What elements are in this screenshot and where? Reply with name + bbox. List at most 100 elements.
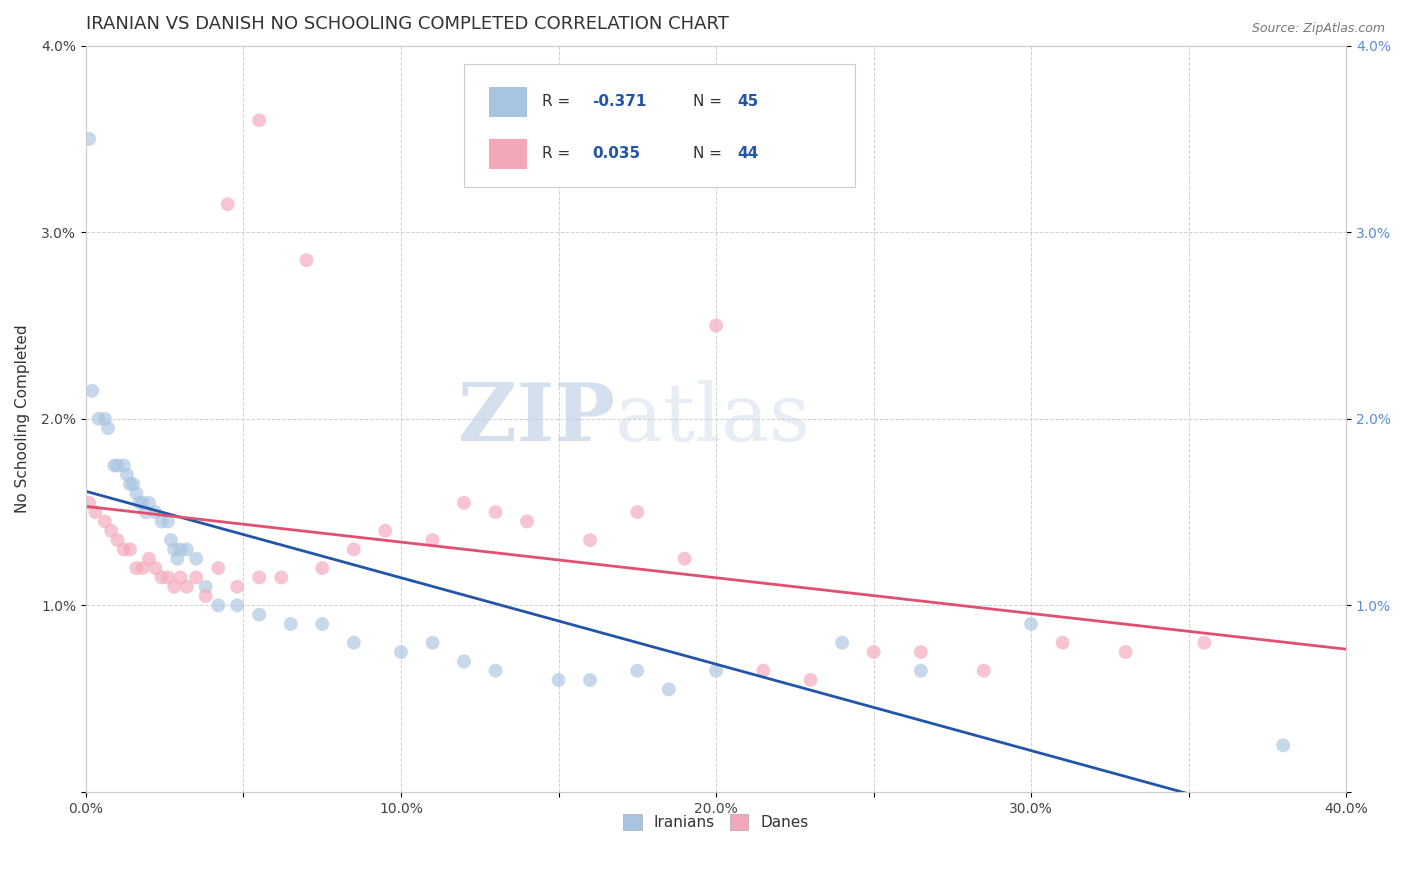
- Point: [143, 505, 166, 519]
- Point: [163, 542, 186, 557]
- Point: [1115, 645, 1137, 659]
- Text: R =: R =: [543, 146, 575, 161]
- Point: [125, 486, 148, 500]
- Text: atlas: atlas: [616, 380, 810, 458]
- Point: [194, 589, 217, 603]
- Point: [217, 197, 239, 211]
- Point: [160, 533, 183, 547]
- Point: [115, 467, 138, 482]
- Point: [120, 477, 142, 491]
- Point: [122, 477, 145, 491]
- Point: [247, 570, 270, 584]
- Point: [973, 664, 995, 678]
- Point: [82, 384, 104, 398]
- Point: [77, 496, 100, 510]
- Point: [311, 617, 333, 632]
- Text: N =: N =: [693, 95, 727, 109]
- Point: [112, 542, 135, 557]
- Text: IRANIAN VS DANISH NO SCHOOLING COMPLETED CORRELATION CHART: IRANIAN VS DANISH NO SCHOOLING COMPLETED…: [86, 15, 728, 33]
- Point: [128, 496, 150, 510]
- Point: [484, 505, 506, 519]
- Legend: Iranians, Danes: Iranians, Danes: [617, 808, 815, 837]
- Point: [100, 524, 122, 538]
- Point: [295, 253, 318, 268]
- Point: [156, 515, 179, 529]
- Point: [862, 645, 884, 659]
- Point: [120, 542, 142, 557]
- Point: [176, 542, 198, 557]
- Point: [910, 664, 932, 678]
- Point: [516, 515, 538, 529]
- Point: [135, 505, 157, 519]
- Point: [374, 524, 396, 538]
- Point: [207, 561, 229, 575]
- Text: R =: R =: [543, 95, 575, 109]
- Point: [143, 561, 166, 575]
- Point: [1019, 617, 1042, 632]
- Text: 0.035: 0.035: [592, 146, 641, 161]
- Point: [831, 636, 853, 650]
- Point: [484, 664, 506, 678]
- Text: -0.371: -0.371: [592, 95, 647, 109]
- Point: [311, 561, 333, 575]
- Point: [94, 515, 117, 529]
- Point: [800, 673, 823, 687]
- Point: [194, 580, 217, 594]
- Point: [87, 412, 110, 426]
- Point: [280, 617, 302, 632]
- Point: [247, 607, 270, 622]
- Point: [156, 570, 179, 584]
- Point: [107, 533, 129, 547]
- Bar: [489, 87, 527, 117]
- Point: [704, 318, 727, 333]
- Point: [150, 570, 173, 584]
- Point: [579, 673, 602, 687]
- Point: [131, 496, 153, 510]
- Point: [226, 599, 249, 613]
- Point: [176, 580, 198, 594]
- Point: [166, 551, 188, 566]
- Point: [1272, 739, 1295, 753]
- Point: [658, 682, 681, 697]
- Point: [169, 542, 191, 557]
- Point: [626, 664, 648, 678]
- Point: [343, 636, 366, 650]
- Point: [673, 551, 696, 566]
- Point: [453, 496, 475, 510]
- Y-axis label: No Schooling Completed: No Schooling Completed: [15, 325, 30, 513]
- Point: [131, 561, 153, 575]
- Point: [453, 654, 475, 668]
- Point: [547, 673, 569, 687]
- Text: 45: 45: [738, 95, 759, 109]
- Bar: [489, 139, 527, 169]
- Point: [107, 458, 129, 473]
- Point: [163, 580, 186, 594]
- Point: [752, 664, 775, 678]
- FancyBboxPatch shape: [464, 64, 855, 187]
- Point: [389, 645, 412, 659]
- Point: [422, 636, 444, 650]
- Point: [186, 570, 208, 584]
- Point: [579, 533, 602, 547]
- Point: [910, 645, 932, 659]
- Text: 44: 44: [738, 146, 759, 161]
- Point: [150, 515, 173, 529]
- Point: [626, 505, 648, 519]
- Text: Source: ZipAtlas.com: Source: ZipAtlas.com: [1251, 22, 1385, 36]
- Point: [704, 664, 727, 678]
- Point: [77, 132, 100, 146]
- Point: [84, 505, 107, 519]
- Point: [138, 496, 160, 510]
- Point: [186, 551, 208, 566]
- Point: [112, 458, 135, 473]
- Text: ZIP: ZIP: [458, 380, 616, 458]
- Point: [169, 570, 191, 584]
- Point: [270, 570, 292, 584]
- Point: [103, 458, 125, 473]
- Point: [138, 551, 160, 566]
- Point: [1052, 636, 1074, 650]
- Text: N =: N =: [693, 146, 727, 161]
- Point: [1194, 636, 1216, 650]
- Point: [226, 580, 249, 594]
- Point: [97, 421, 120, 435]
